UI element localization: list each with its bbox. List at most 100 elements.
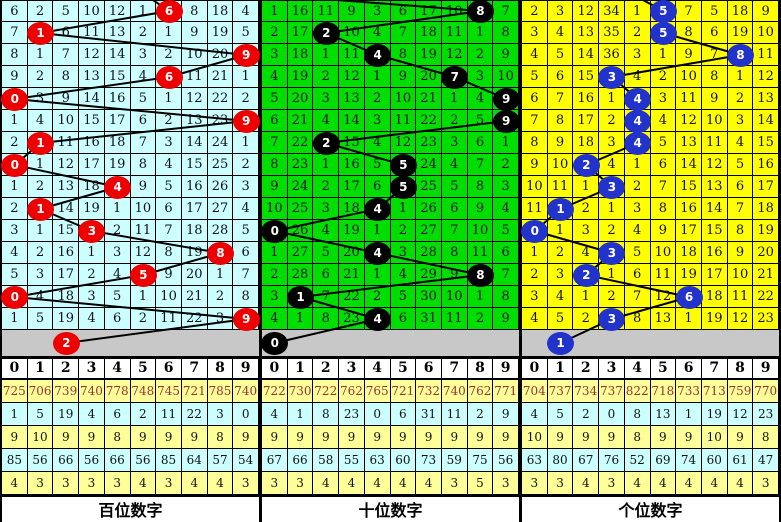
- stats-row: 4 5 2 0 8 13 1 19 12 23: [522, 403, 780, 426]
- grid-cell: 19: [416, 44, 442, 66]
- grid-cell: 4: [27, 110, 54, 132]
- grid-cell: 6: [53, 22, 80, 44]
- grid-cell: 11: [676, 88, 702, 110]
- grid-cell: 5: [493, 220, 520, 242]
- grid-cell: 11: [53, 132, 80, 154]
- grid-cell: 1: [2, 176, 28, 198]
- grid-cell: 22: [207, 88, 234, 110]
- stat-cell: 73: [416, 449, 442, 472]
- stat-cell: 759: [727, 380, 754, 403]
- grid-cell: 23: [339, 308, 365, 330]
- drawn-ball: 4: [104, 175, 132, 199]
- stat-cell: 4: [522, 403, 548, 426]
- grid-cell: 13: [573, 22, 600, 44]
- stats-row: 704 737 734 737 822 718 733 713 759 770: [522, 380, 780, 403]
- stat-cell: 770: [753, 380, 780, 403]
- drawn-ball: 2: [312, 131, 340, 155]
- digit-header-cell: 6: [156, 359, 182, 378]
- stat-cell: 722: [313, 380, 340, 403]
- grid-cell: 14: [104, 44, 131, 66]
- grid-cell: 3: [493, 176, 520, 198]
- stat-cell: 9: [287, 426, 314, 449]
- drawn-ball: 0: [1, 153, 29, 177]
- grid-cell: 2: [207, 286, 234, 308]
- grid-cell: 31: [416, 308, 442, 330]
- grid-cell: 4: [624, 220, 651, 242]
- grid-cell: 16: [79, 132, 105, 154]
- drawn-ball: 2: [312, 21, 340, 45]
- grid-cell: 3: [547, 264, 574, 286]
- grid-cell: 4: [233, 198, 260, 220]
- grid-cell: 4: [573, 242, 600, 264]
- grid-cell: 11: [522, 198, 548, 220]
- grid-cell: 25: [287, 198, 314, 220]
- digit-header-cell: 7: [702, 359, 728, 378]
- grid-cell: 5: [104, 286, 131, 308]
- grid-cell: 9: [676, 44, 702, 66]
- stat-cell: 4: [207, 472, 234, 495]
- grid-cell: 13: [676, 132, 702, 154]
- stat-cell: 9: [181, 426, 208, 449]
- grid-cell: 4: [390, 264, 417, 286]
- stat-cell: 3: [156, 472, 182, 495]
- stat-cell: 9: [416, 426, 442, 449]
- grid-cell: 4: [2, 242, 28, 264]
- grid-cell: 18: [727, 0, 754, 22]
- grid-cell: 14: [701, 198, 728, 220]
- grid-cell: 10: [262, 198, 288, 220]
- trend-row: 91024161412516: [522, 154, 780, 176]
- grid-cell: 27: [287, 242, 314, 264]
- drawn-ball: 3: [598, 241, 626, 265]
- grid-cell: 2: [27, 242, 54, 264]
- grid-cell: 22: [416, 110, 442, 132]
- stat-cell: 3: [493, 472, 520, 495]
- grid-cell: 5: [522, 66, 548, 88]
- grid-cell: 17: [287, 22, 314, 44]
- grid-cell: 9: [727, 242, 754, 264]
- grid-cell: 17: [104, 110, 131, 132]
- grid-cell: 6: [650, 154, 677, 176]
- stat-cell: 3: [753, 472, 780, 495]
- grid-cell: 28: [416, 242, 442, 264]
- grid-cell: 2: [390, 220, 417, 242]
- stat-cell: 6: [104, 403, 131, 426]
- grid-cell: 20: [287, 88, 314, 110]
- grid-cell: 2: [104, 220, 131, 242]
- digit-header-cell: 4: [625, 359, 651, 378]
- stat-cell: 4: [79, 403, 105, 426]
- grid-cell: 2: [2, 198, 28, 220]
- drawn-ball: 1: [27, 197, 55, 221]
- digit-header-cell: 8: [208, 359, 234, 378]
- stat-cell: 3: [207, 403, 234, 426]
- digit-header-cell: 7: [182, 359, 208, 378]
- trend-row: 011217198415252: [2, 154, 260, 176]
- grid-cell: 6: [313, 264, 340, 286]
- grid-cell: 4: [522, 308, 548, 330]
- grid-cell: 5: [701, 0, 728, 22]
- grid-cell: 10: [441, 0, 468, 22]
- drawn-ball: 4: [364, 43, 392, 67]
- drawn-ball: 4: [364, 241, 392, 265]
- grid-cell: 2: [156, 44, 182, 66]
- stat-cell: 3: [233, 472, 260, 495]
- grid-cell: 18: [181, 220, 208, 242]
- drawn-ball: 4: [624, 109, 652, 133]
- panel-title: 十位数字: [262, 495, 519, 522]
- stat-cell: 721: [390, 380, 417, 403]
- grid-cell: 2: [727, 88, 754, 110]
- grid-cell: 6: [701, 22, 728, 44]
- grid-cell: 1: [207, 264, 234, 286]
- grid-cell: 15: [181, 154, 208, 176]
- grid-cell: 3: [390, 242, 417, 264]
- grid-cell: 14: [573, 44, 600, 66]
- stat-cell: 9: [233, 426, 260, 449]
- stat-cell: 748: [130, 380, 157, 403]
- trend-row: 0418351102128: [2, 286, 260, 308]
- stat-cell: 4: [416, 472, 442, 495]
- grid-cell: 16: [104, 88, 131, 110]
- grid-cell: 10: [390, 88, 417, 110]
- stats-block: 704 737 734 737 822 718 733 713 759 770 4 5 2 0 8 13 1 19…: [522, 380, 780, 495]
- grid-cell: 8: [676, 22, 702, 44]
- grid-cell: 1: [364, 66, 391, 88]
